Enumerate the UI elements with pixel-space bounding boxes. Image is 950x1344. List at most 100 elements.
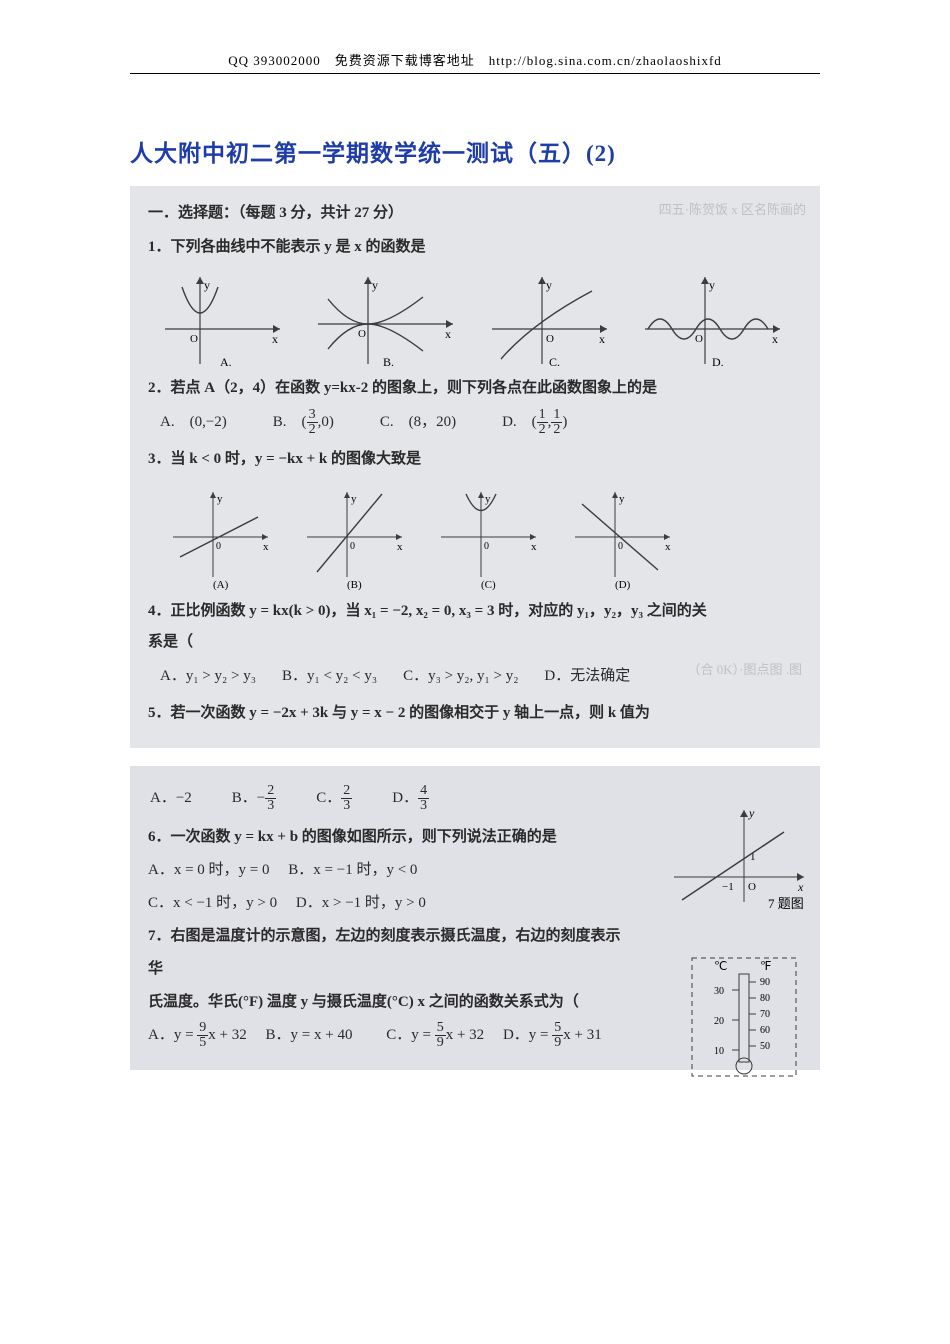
svg-text:0: 0 (216, 541, 221, 552)
scan-block-1: 四五·陈贺饭 x 区名陈画的 一．选择题：（每题 3 分，共计 27 分） 1．… (130, 186, 820, 748)
svg-text:y: y (204, 278, 210, 292)
svg-text:0: 0 (350, 541, 355, 552)
svg-text:0: 0 (618, 541, 623, 552)
q3-graph-d: y x 0 (D) (570, 482, 680, 592)
q3-graph-c: y x 0 (C) (436, 482, 546, 592)
svg-text:D.: D. (712, 355, 724, 369)
q6-opt-c: C．x < −1 时，y > 0 (148, 895, 277, 911)
svg-text:O: O (546, 333, 554, 345)
svg-text:20: 20 (714, 1016, 724, 1027)
q7-opt-b: B．y = x + 40 (266, 1027, 353, 1043)
svg-text:B.: B. (383, 355, 394, 369)
ghost-text: 四五·陈贺饭 x 区名陈画的 (659, 196, 806, 223)
svg-text:y: y (351, 493, 357, 505)
q7-options: A．y = 95x + 32 B．y = x + 40 C．y = 59x + … (148, 1019, 628, 1052)
svg-text:0: 0 (484, 541, 489, 552)
q6-opt-d: D．x > −1 时，y > 0 (296, 895, 426, 911)
q4-text-b: 系是（ (148, 627, 802, 659)
q1-graph-b: y x O B. (313, 269, 463, 369)
svg-text:O: O (190, 333, 198, 345)
q4-opt-a: A．y₁ > y₂ > y₃ (160, 661, 256, 693)
svg-text:(C): (C) (481, 579, 496, 591)
q4-text-a: 4．正比例函数 y = kx(k > 0)，当 x₁ = −2, x₂ = 0,… (148, 596, 802, 628)
svg-text:x: x (531, 541, 537, 553)
q7-text-2: 氏温度。华氏(°F) 温度 y 与摄氏温度(°C) x 之间的函数关系式为（ (148, 986, 628, 1019)
q5-text: 5．若一次函数 y = −2x + 3k 与 y = x − 2 的图像相交于 … (148, 698, 802, 730)
svg-text:x: x (599, 332, 605, 346)
q7-opt-a: A．y = 95x + 32 (148, 1027, 247, 1043)
svg-text:−1: −1 (722, 881, 734, 893)
svg-text:x: x (797, 880, 804, 894)
document-title: 人大附中初二第一学期数学统一测试（五）(2) (130, 134, 820, 168)
q4-opt-c: C．y₃ > y₂, y₁ > y₂ (403, 661, 518, 693)
q1-graphs: y x O A. y x O (148, 269, 802, 369)
svg-text:x: x (397, 541, 403, 553)
q2-text: 2．若点 A（2，4）在函数 y=kx-2 的图象上，则下列各点在此函数图象上的… (148, 373, 802, 405)
svg-text:(B): (B) (347, 579, 362, 591)
q4-opt-b: B．y₁ < y₂ < y₃ (282, 661, 377, 693)
q2-opt-d: D. (12,12) (502, 407, 567, 439)
svg-text:10: 10 (714, 1046, 724, 1057)
svg-text:O: O (358, 328, 366, 340)
svg-text:℃: ℃ (714, 959, 727, 973)
svg-text:(D): (D) (615, 579, 631, 591)
page: QQ 393002000 免费资源下载博客地址 http://blog.sina… (0, 0, 950, 1130)
question-7: 7．右图是温度计的示意图，左边的刻度表示摄氏温度，右边的刻度表示华 氏温度。华氏… (148, 920, 628, 1052)
q6-figure: y x O −1 1 7 题图 (664, 802, 814, 912)
page-header: QQ 393002000 免费资源下载博客地址 http://blog.sina… (130, 50, 820, 74)
q2-opt-b: B. (32,0) (273, 407, 334, 439)
q7-opt-d: D．y = 59x + 31 (503, 1027, 602, 1043)
svg-text:O: O (748, 881, 756, 893)
svg-text:50: 50 (760, 1041, 770, 1052)
q2-opt-a: A. (0,−2) (160, 407, 227, 439)
svg-text:y: y (485, 493, 491, 505)
q3-graph-a: y x 0 (A) (168, 482, 278, 592)
q5-opt-c: C．23 (316, 782, 352, 815)
q4-opt-d: D．无法确定 (544, 661, 630, 693)
question-1: 1．下列各曲线中不能表示 y 是 x 的函数是 y x O A. (148, 232, 802, 370)
svg-text:O: O (695, 333, 703, 345)
question-5: 5．若一次函数 y = −2x + 3k 与 y = x − 2 的图像相交于 … (148, 698, 802, 730)
svg-text:x: x (263, 541, 269, 553)
q3-text: 3．当 k < 0 时，y = −kx + k 的图像大致是 (148, 444, 802, 476)
svg-text:y: y (217, 493, 223, 505)
question-2: 2．若点 A（2，4）在函数 y=kx-2 的图象上，则下列各点在此函数图象上的… (148, 373, 802, 438)
svg-text:y: y (619, 493, 625, 505)
svg-text:7 题图: 7 题图 (768, 896, 804, 911)
q1-graph-d: y x O D. (640, 269, 790, 369)
svg-text:x: x (272, 332, 278, 346)
svg-text:x: x (445, 327, 451, 341)
svg-text:y: y (372, 278, 378, 292)
q5-opt-d: D．43 (392, 782, 429, 815)
q1-graph-c: y x O C. (487, 269, 617, 369)
q1-text: 1．下列各曲线中不能表示 y 是 x 的函数是 (148, 232, 802, 264)
scan-block-2: A．−2 B．−23 C．23 D．43 y x O −1 1 7 题图 6．一… (130, 766, 820, 1070)
svg-text:60: 60 (760, 1025, 770, 1036)
q6-opt-a: A．x = 0 时，y = 0 (148, 862, 270, 878)
svg-text:90: 90 (760, 977, 770, 988)
svg-text:C.: C. (549, 355, 560, 369)
svg-text:A.: A. (220, 355, 232, 369)
q6-opt-b: B．x = −1 时，y < 0 (288, 862, 417, 878)
svg-text:y: y (748, 806, 755, 820)
svg-text:(A): (A) (213, 579, 229, 591)
q1-graph-a: y x O A. (160, 269, 290, 369)
svg-text:70: 70 (760, 1009, 770, 1020)
q3-graph-b: y x 0 (B) (302, 482, 412, 592)
q7-thermometer: ℃ ℉ 30 20 10 90 80 70 60 50 (684, 952, 804, 1082)
q7-text-1: 7．右图是温度计的示意图，左边的刻度表示摄氏温度，右边的刻度表示华 (148, 920, 628, 986)
svg-text:℉: ℉ (760, 959, 771, 973)
svg-text:y: y (546, 278, 552, 292)
q5-opt-a: A．−2 (150, 782, 192, 815)
svg-text:x: x (665, 541, 671, 553)
svg-text:80: 80 (760, 993, 770, 1004)
svg-text:30: 30 (714, 986, 724, 997)
q2-opt-c: C. (8，20) (380, 407, 456, 439)
ghost-text-2: （合 0K）·图点图 .图 (688, 656, 802, 683)
svg-text:y: y (709, 278, 715, 292)
q3-graphs: y x 0 (A) y x 0 (B) (168, 482, 802, 592)
q2-options: A. (0,−2) B. (32,0) C. (8，20) D. (12,12) (160, 407, 802, 439)
q7-opt-c: C．y = 59x + 32 (386, 1027, 484, 1043)
question-3: 3．当 k < 0 时，y = −kx + k 的图像大致是 y x 0 (A) (148, 444, 802, 592)
q5-opt-b: B．−23 (232, 782, 276, 815)
